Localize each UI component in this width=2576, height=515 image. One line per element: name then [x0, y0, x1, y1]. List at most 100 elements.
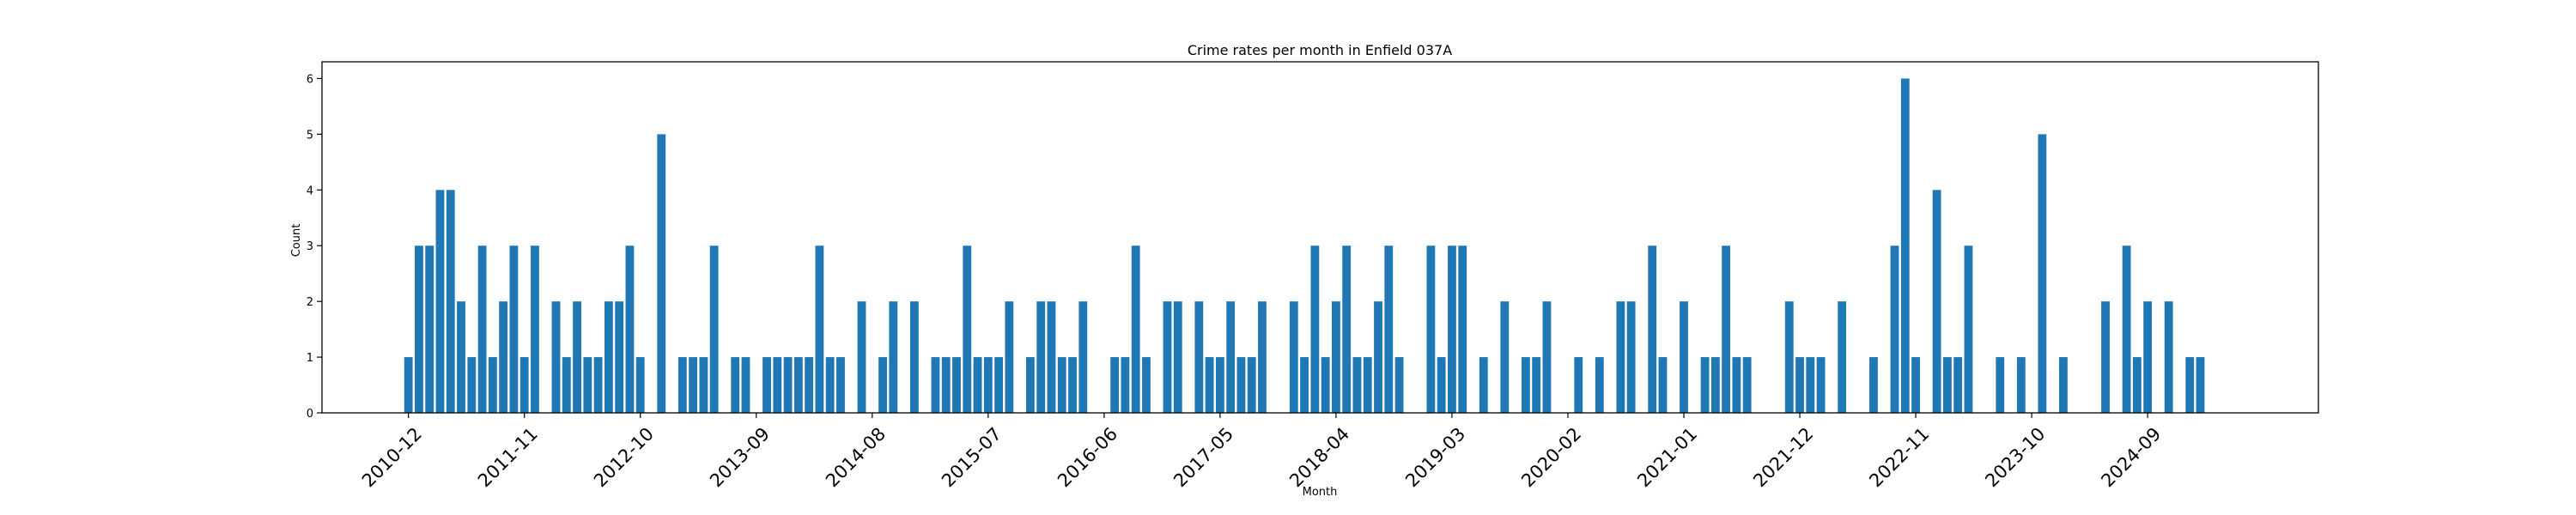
- bar: [1005, 301, 1014, 413]
- bar: [1374, 301, 1382, 413]
- bar: [1289, 301, 1298, 413]
- bar: [583, 357, 592, 413]
- bar: [1458, 245, 1467, 413]
- bar: [1310, 245, 1320, 413]
- bar: [2196, 357, 2205, 413]
- bar: [1247, 357, 1256, 413]
- y-axis: 0 1 2 3 4 5 6: [307, 73, 322, 421]
- bar: [1352, 357, 1362, 413]
- bar: [783, 357, 793, 413]
- bar: [1700, 357, 1710, 413]
- bar: [836, 357, 845, 413]
- bar: [488, 357, 497, 413]
- bar: [1806, 357, 1815, 413]
- bar: [573, 301, 581, 413]
- bar: [1110, 357, 1120, 413]
- bar: [1680, 301, 1688, 413]
- bar: [1131, 245, 1140, 413]
- bar: [1869, 357, 1878, 413]
- y-tick-label: 0: [307, 408, 313, 421]
- bar: [1722, 245, 1731, 413]
- bar: [2143, 301, 2153, 413]
- bar: [519, 357, 529, 413]
- bar: [1479, 357, 1488, 413]
- bar: [1036, 301, 1046, 413]
- bar: [593, 357, 603, 413]
- bar: [1384, 245, 1394, 413]
- bar: [815, 245, 824, 413]
- bar: [2185, 357, 2195, 413]
- y-tick-label: 1: [307, 352, 313, 365]
- bar: [963, 245, 972, 413]
- y-axis-label: Count: [290, 224, 303, 258]
- bar: [1542, 301, 1552, 413]
- bar: [2101, 301, 2110, 413]
- bar: [1953, 357, 1963, 413]
- bar: [1996, 357, 2005, 413]
- bar: [1121, 357, 1130, 413]
- bar: [551, 301, 561, 413]
- y-tick-label: 2: [307, 296, 313, 309]
- bars-group: [404, 78, 2205, 414]
- bar: [1205, 357, 1214, 413]
- bar: [435, 190, 445, 414]
- bar: [931, 357, 940, 413]
- bar: [805, 357, 814, 413]
- bar: [531, 245, 539, 413]
- bar: [689, 357, 698, 413]
- bar: [1258, 301, 1267, 413]
- bar: [941, 357, 951, 413]
- bar: [1394, 357, 1404, 413]
- bar: [2164, 301, 2173, 413]
- bar: [1900, 78, 1910, 413]
- bar: [1215, 357, 1224, 413]
- bar: [1047, 301, 1056, 413]
- bar: [625, 245, 635, 413]
- bar: [477, 245, 487, 413]
- bar: [1626, 301, 1636, 413]
- bar: [1816, 357, 1826, 413]
- y-tick-label: 3: [307, 240, 313, 253]
- bar: [446, 190, 455, 414]
- bar: [1078, 301, 1088, 413]
- bar: [793, 357, 803, 413]
- bar: [1838, 301, 1847, 413]
- bar: [1500, 301, 1510, 413]
- bar: [1595, 357, 1604, 413]
- bar: [1426, 245, 1436, 413]
- bar: [1658, 357, 1668, 413]
- bar: [2059, 357, 2068, 413]
- bar: [1710, 357, 1720, 413]
- bar: [709, 245, 719, 413]
- bar: [2038, 134, 2047, 413]
- bar: [1194, 301, 1204, 413]
- x-axis-label: Month: [1303, 486, 1338, 499]
- chart-title: Crime rates per month in Enfield 037A: [1188, 42, 1452, 58]
- bar: [1784, 301, 1794, 413]
- bar: [1163, 301, 1172, 413]
- bar: [762, 357, 771, 413]
- bar: [699, 357, 708, 413]
- bar: [1742, 357, 1752, 413]
- bar: [1890, 245, 1899, 413]
- bar: [562, 357, 571, 413]
- plot-frame: [321, 61, 2319, 414]
- bar: [857, 301, 866, 413]
- bar: [657, 134, 666, 413]
- bar: [2122, 245, 2131, 413]
- bar: [677, 357, 687, 413]
- bar: [1521, 357, 1530, 413]
- bar: [1321, 357, 1330, 413]
- bar: [1173, 301, 1182, 413]
- bar: [731, 357, 740, 413]
- bar: [889, 301, 898, 413]
- y-tick-label: 5: [307, 129, 313, 142]
- bar: [1648, 245, 1657, 413]
- bar: [1911, 357, 1920, 413]
- bar: [983, 357, 993, 413]
- bar: [1616, 301, 1625, 413]
- bar: [457, 301, 465, 413]
- bar: [1932, 190, 1941, 414]
